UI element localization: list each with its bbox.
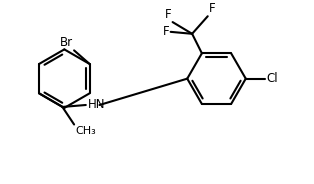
Text: F: F (163, 25, 170, 38)
Text: Br: Br (60, 36, 73, 49)
Text: CH₃: CH₃ (75, 126, 96, 137)
Text: Cl: Cl (266, 72, 278, 85)
Text: F: F (209, 2, 215, 15)
Text: F: F (165, 8, 172, 21)
Text: HN: HN (88, 98, 105, 112)
